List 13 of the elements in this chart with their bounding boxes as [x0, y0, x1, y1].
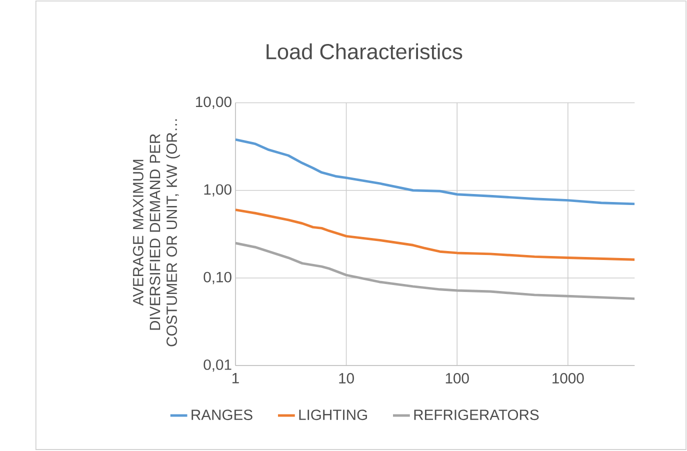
- x-tick-label: 100: [446, 373, 469, 384]
- x-tick-label: 1000: [552, 373, 584, 384]
- y-axis-title: AVERAGE MAXIMUM DIVERSIFIED DEMAND PER COSTUMER OR UNIT, KW (OR…: [132, 120, 180, 347]
- x-tick-label: 1: [232, 373, 239, 384]
- legend-label: RANGES: [192, 410, 252, 420]
- x-tick-label: 10: [339, 373, 354, 384]
- legend-label: REFRIGERATORS: [414, 410, 539, 420]
- y-tick-label: 1,00: [204, 184, 232, 197]
- legend-label: LIGHTING: [299, 410, 367, 420]
- y-tick-label: 10,00: [196, 96, 232, 110]
- chart-title: Load Characteristics: [266, 44, 462, 60]
- y-tick-label: 0,10: [204, 272, 232, 284]
- y-tick-label: 0,01: [204, 360, 232, 372]
